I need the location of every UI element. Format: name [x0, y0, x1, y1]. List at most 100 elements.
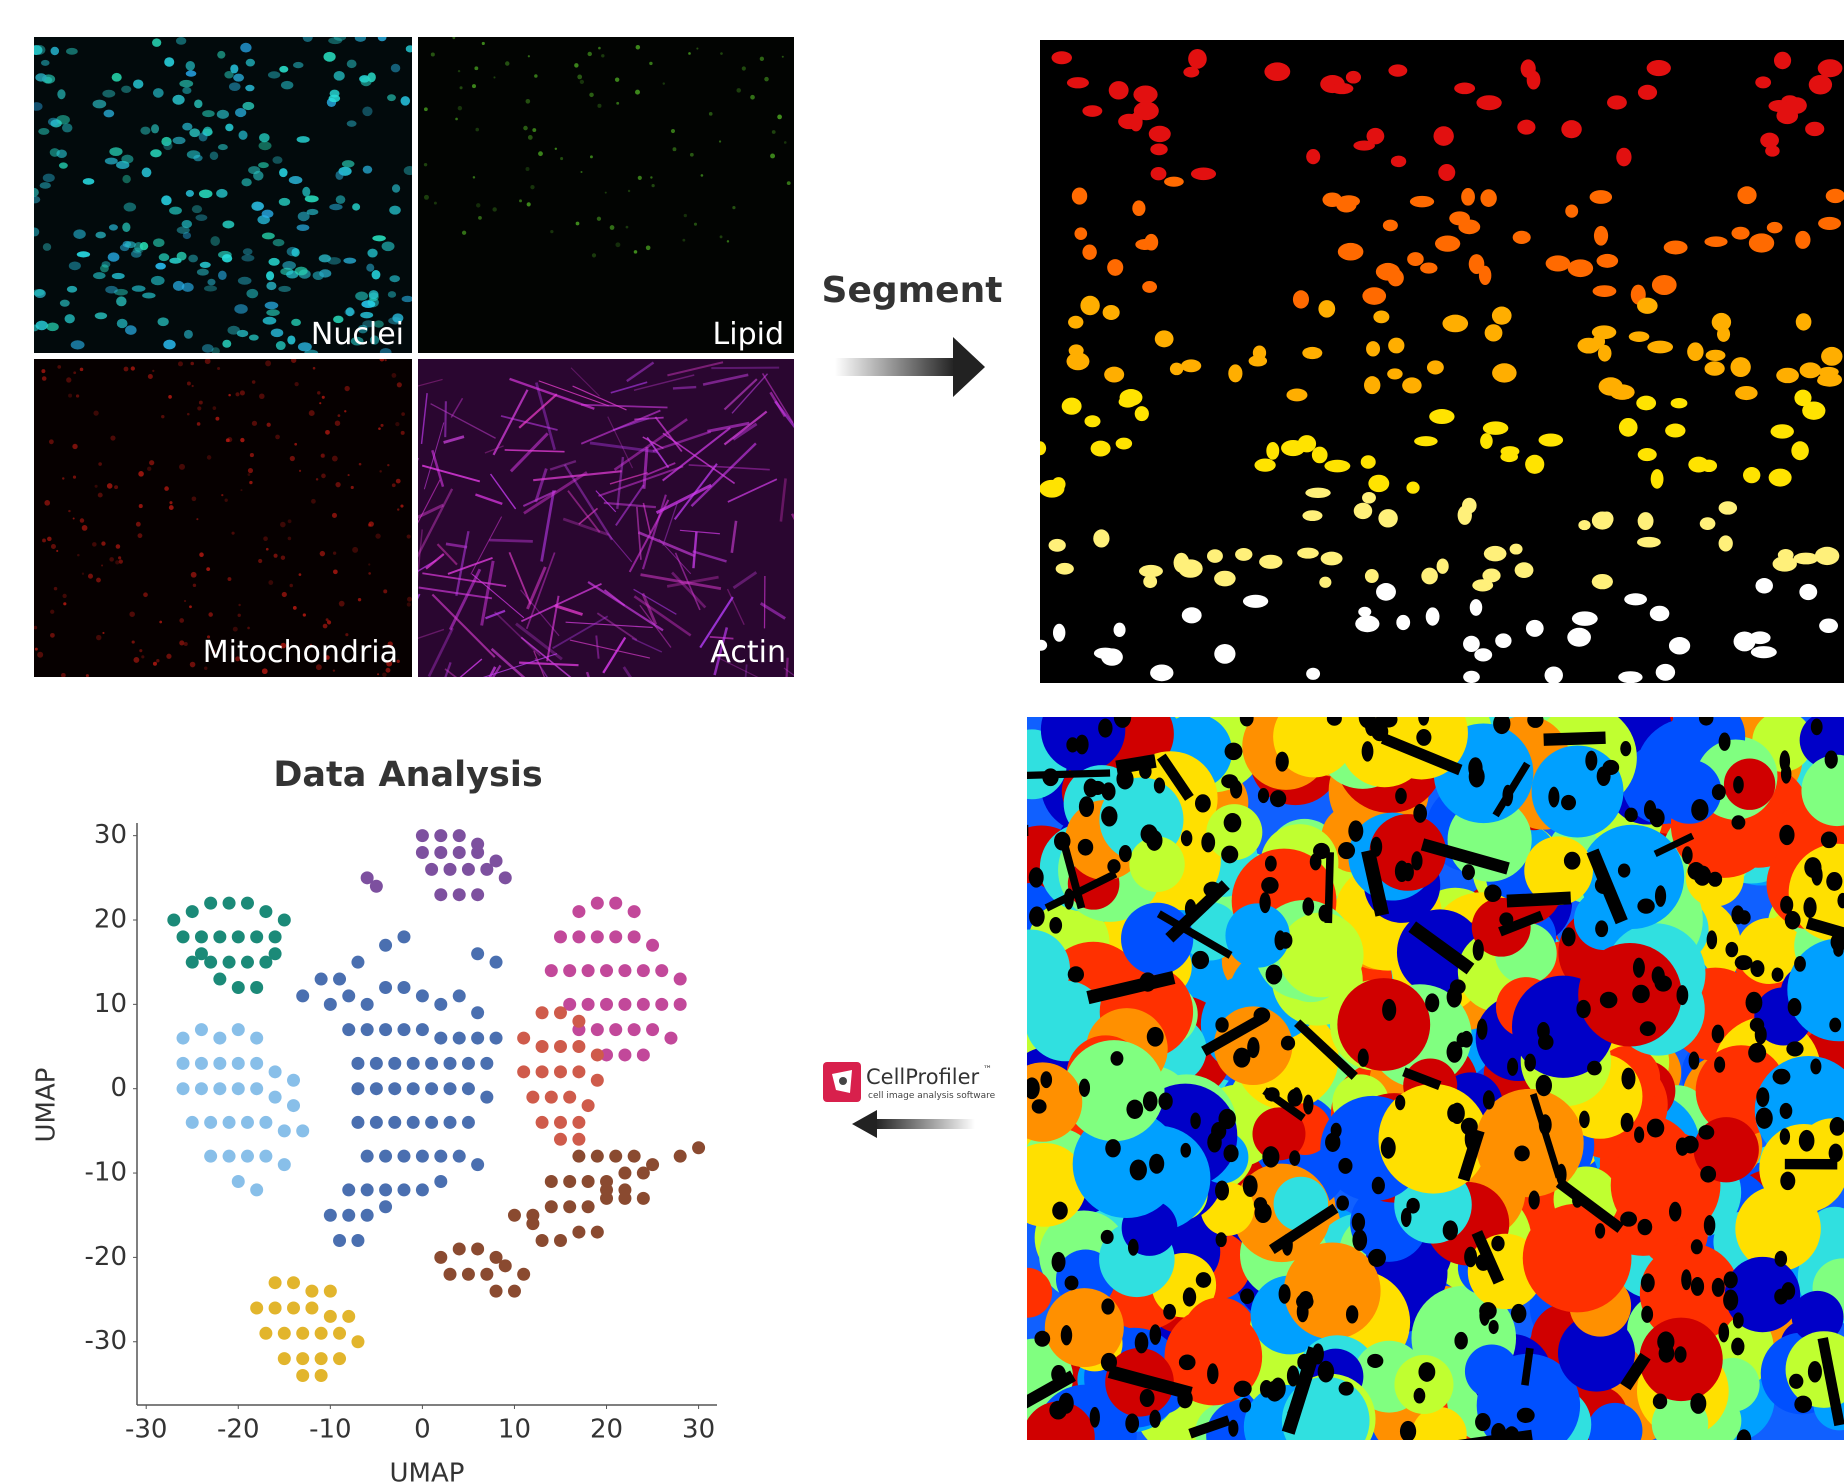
y-tick-label: 0 [110, 1073, 127, 1103]
segmented-nucleus [1366, 341, 1380, 356]
mito-dot [61, 673, 66, 678]
cell-nucleus [1079, 796, 1094, 817]
point [397, 1183, 410, 1196]
nucleus [281, 81, 293, 90]
mito-dot [231, 532, 234, 535]
mito-dot [280, 522, 286, 528]
lipid-dot [696, 48, 698, 50]
mito-dot [92, 542, 97, 547]
segmented-nucleus [1624, 593, 1647, 605]
nucleus [279, 66, 288, 73]
segmented-nucleus [1731, 227, 1749, 240]
cell-fiber [1023, 773, 1110, 775]
nucleus [293, 62, 303, 68]
segmented-nucleus [1629, 331, 1650, 342]
segmented-nucleus [1338, 243, 1364, 261]
nucleus [278, 286, 291, 292]
mito-dot [326, 618, 329, 621]
point [232, 930, 245, 943]
point [536, 1040, 549, 1053]
segmented-nucleus [1410, 196, 1434, 208]
nucleus [372, 270, 381, 280]
nucleus [249, 334, 259, 340]
point [186, 1116, 199, 1129]
nucleus [402, 296, 414, 302]
mito-dot [44, 500, 50, 506]
point [591, 1150, 604, 1163]
cell-nucleus [1130, 1159, 1147, 1180]
nucleus [194, 100, 202, 109]
segmented-nucleus [1821, 347, 1842, 366]
point [480, 1268, 493, 1281]
segmented-nucleus [1091, 441, 1111, 457]
nucleus [259, 133, 270, 142]
cell-nucleus [1281, 1036, 1295, 1051]
mito-dot [68, 510, 70, 512]
segmented-nucleus [1135, 239, 1154, 250]
point [278, 914, 291, 927]
nucleus [347, 120, 357, 126]
nucleus [382, 241, 395, 251]
cell-nucleus [1090, 1407, 1100, 1428]
mito-dot [215, 417, 219, 421]
point [480, 863, 493, 876]
segmented-nucleus [1647, 60, 1671, 76]
cell-nucleus [1395, 788, 1407, 804]
point [618, 998, 631, 1011]
nucleus [217, 110, 229, 119]
point [572, 1150, 585, 1163]
mito-dot [249, 481, 252, 484]
point [333, 1234, 346, 1247]
point [177, 1082, 190, 1095]
point [296, 1369, 309, 1382]
cell-nucleus [1780, 1172, 1795, 1191]
point [351, 1082, 364, 1095]
cell-fiber [1328, 852, 1330, 923]
point [618, 1048, 631, 1061]
cell-nucleus [1799, 1130, 1815, 1152]
nucleus [389, 275, 400, 282]
mito-dot [400, 504, 403, 507]
lipid-dot [530, 185, 534, 189]
cell-nucleus [1524, 1054, 1536, 1072]
point [241, 897, 254, 910]
cell-nucleus [1649, 808, 1664, 827]
mito-dot [240, 489, 242, 491]
cell-nucleus [1327, 711, 1342, 725]
segmented-nucleus [1561, 120, 1581, 138]
nucleus [95, 312, 107, 319]
segmented-nucleus [1809, 75, 1832, 94]
segmented-nucleus [1567, 628, 1591, 647]
lipid-dot [782, 56, 784, 58]
cell-nucleus [1756, 1087, 1769, 1107]
actin-fiber [792, 514, 824, 577]
point [572, 1133, 585, 1146]
nucleus [329, 204, 342, 211]
point [425, 1082, 438, 1095]
cell-nucleus [1810, 1059, 1821, 1075]
cell-nucleus [1489, 1320, 1499, 1334]
cell-nucleus [1691, 1277, 1704, 1296]
mito-dot [289, 584, 293, 588]
mito-dot [288, 537, 292, 541]
segmented-nucleus [1474, 648, 1492, 661]
cell-nucleus [1297, 1301, 1309, 1322]
mito-dot [291, 358, 296, 363]
nucleus [155, 263, 166, 270]
segmented-nucleus [1637, 298, 1658, 314]
cell-nucleus [1221, 846, 1238, 864]
cell-nucleus [1032, 1099, 1047, 1113]
point [434, 998, 447, 1011]
x-tick-label: 0 [414, 1415, 431, 1445]
mito-dot [156, 659, 159, 662]
lipid-dot [526, 167, 530, 171]
nucleus [140, 127, 150, 135]
cell-nucleus [1746, 992, 1763, 1014]
point [536, 1006, 549, 1019]
nucleus [210, 236, 220, 246]
nucleus [392, 184, 400, 192]
point [379, 981, 392, 994]
nucleus [235, 108, 246, 117]
nucleus [202, 110, 215, 117]
